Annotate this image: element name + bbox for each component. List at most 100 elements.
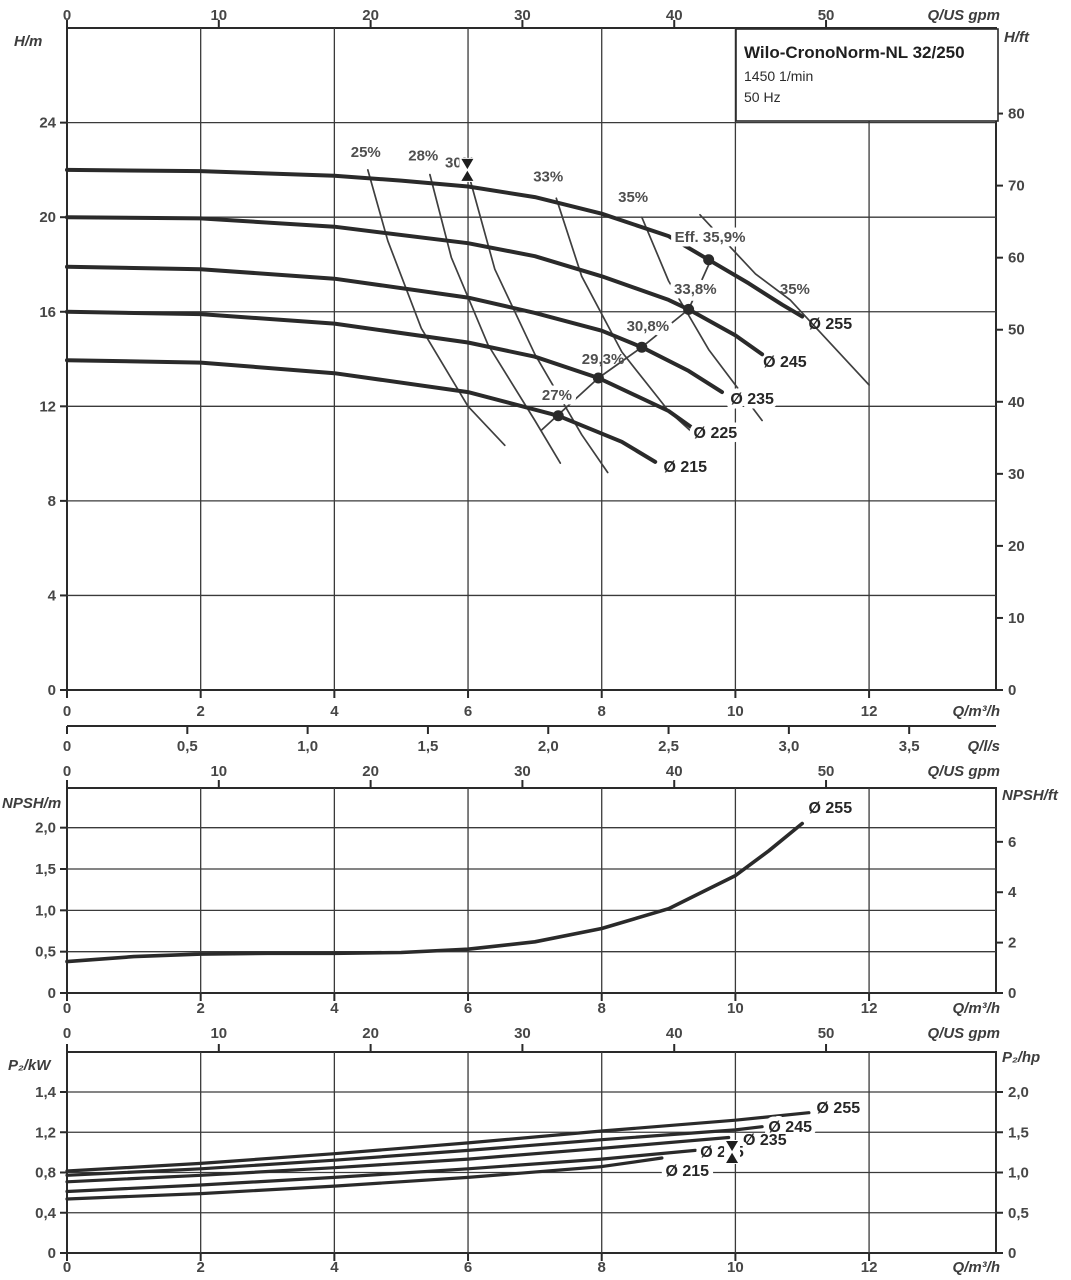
head-ft-tick-label: 30: [1008, 466, 1025, 483]
ls-tick-label: 0,5: [177, 738, 198, 755]
head-ft-tick-label: 40: [1008, 394, 1025, 411]
p2-kw-tick-label: 1,2: [35, 1124, 56, 1141]
efficiency-line: [366, 169, 506, 447]
duty-marker-box: [459, 157, 476, 182]
npsh-m-tick-label: 1,0: [35, 902, 56, 919]
p2-hp-tick-label: 1,5: [1008, 1124, 1029, 1141]
ls-tick-label: 1,5: [418, 738, 439, 755]
head-m-tick-label: 0: [48, 682, 56, 699]
best-efficiency-point: [703, 254, 715, 266]
efficiency-line: [640, 216, 763, 422]
bep-efficiency-label: 27%: [542, 387, 572, 404]
pump-frequency-label: 50 Hz: [744, 89, 781, 105]
head-ft-tick-label: 0: [1008, 682, 1016, 699]
best-efficiency-point: [552, 410, 564, 422]
duty-marker-box: [724, 1139, 741, 1164]
m3h-tick-label: 4: [330, 1259, 339, 1276]
impeller-diameter-label: Ø 225: [694, 425, 738, 442]
efficiency-line: [429, 173, 562, 464]
duty-marker-hourglass-icon: [461, 158, 474, 181]
gpm-tick-label: 0: [63, 763, 71, 780]
gpm-tick-label: 20: [362, 1025, 379, 1042]
gpm-tick-label: 50: [818, 763, 835, 780]
m3h-tick-label: 8: [598, 703, 606, 720]
duty-marker-hourglass-icon: [726, 1140, 739, 1163]
m3h-tick-label: 0: [63, 1259, 71, 1276]
duty-point-marker-power: [724, 1139, 741, 1164]
m3h-tick-label: 2: [197, 1259, 205, 1276]
m3h-tick-label: 6: [464, 1259, 472, 1276]
m3h-tick-label: 10: [727, 1000, 744, 1017]
bep-efficiency-label: Eff. 35,9%: [675, 229, 746, 246]
m3h-tick-label: 6: [464, 703, 472, 720]
gpm-tick-label: 40: [666, 7, 683, 24]
head-ft-tick-label: 10: [1008, 610, 1025, 627]
p2-curve: [65, 1111, 811, 1173]
p2-hp-tick-label: 0: [1008, 1245, 1016, 1262]
duty-point-marker-head: [459, 157, 476, 182]
m3h-tick-label: 12: [861, 1000, 878, 1017]
efficiency-percent-label: 33%: [533, 169, 563, 186]
m3h-tick-label: 4: [330, 703, 339, 720]
gpm-tick-label: 50: [818, 1025, 835, 1042]
bep-efficiency-label: 30,8%: [627, 318, 670, 335]
gpm-tick-label: 20: [362, 7, 379, 24]
head-ft-tick-label: 50: [1008, 322, 1025, 339]
m3h-unit-label: Q/m³/h: [953, 1000, 1001, 1017]
p2-curve: [65, 1125, 764, 1177]
npsh-m-unit-label: NPSH/m: [2, 795, 61, 812]
efficiency-line: [699, 213, 870, 386]
impeller-diameter-label: Ø 235: [730, 391, 774, 408]
plot-frame: [66, 27, 997, 691]
m3h-tick-label: 6: [464, 1000, 472, 1017]
head-m-tick-label: 4: [48, 587, 57, 604]
p2-curve: [65, 1148, 697, 1194]
gpm-tick-label: 50: [818, 7, 835, 24]
ls-tick-label: 0: [63, 738, 71, 755]
npsh-m-tick-label: 2,0: [35, 820, 56, 837]
m3h-unit-label: Q/m³/h: [953, 703, 1001, 720]
gpm-tick-label: 40: [666, 1025, 683, 1042]
p2-curve: [65, 1156, 664, 1201]
ls-tick-label: 3,0: [778, 738, 799, 755]
m3h-tick-label: 4: [330, 1000, 339, 1017]
gpm-tick-label: 20: [362, 763, 379, 780]
head-curve: [65, 215, 765, 357]
bep-efficiency-label: 29,3%: [582, 351, 625, 368]
head-m-tick-label: 16: [39, 304, 56, 321]
head-curve: [65, 309, 698, 432]
head-ft-unit-label: H/ft: [1004, 29, 1030, 46]
title-box: Wilo-CronoNorm-NL 32/250 1450 1/min 50 H…: [735, 28, 999, 122]
gpm-unit-label: Q/US gpm: [927, 7, 1000, 24]
head-curve: [65, 264, 724, 395]
npsh-ft-tick-label: 0: [1008, 985, 1016, 1002]
m3h-tick-label: 8: [598, 1000, 606, 1017]
m3h-unit-label: Q/m³/h: [953, 1259, 1001, 1276]
head-m-tick-label: 24: [39, 115, 56, 132]
p2-kw-tick-label: 0,4: [35, 1205, 57, 1222]
impeller-diameter-label: Ø 255: [809, 316, 853, 333]
impeller-diameter-label: Ø 235: [743, 1132, 787, 1149]
ls-tick-label: 2,5: [658, 738, 679, 755]
head-curve: [65, 358, 658, 464]
p2-hp-tick-label: 2,0: [1008, 1084, 1029, 1101]
m3h-tick-label: 8: [598, 1259, 606, 1276]
p2-hp-tick-label: 0,5: [1008, 1205, 1029, 1222]
gpm-tick-label: 10: [210, 7, 227, 24]
plot-frame: [66, 787, 997, 994]
npsh-ft-tick-label: 6: [1008, 834, 1016, 851]
p2-kw-unit-label: P₂/kW: [8, 1057, 52, 1074]
p2-hp-unit-label: P₂/hp: [1002, 1049, 1040, 1066]
gpm-unit-label: Q/US gpm: [927, 763, 1000, 780]
gpm-unit-label: Q/US gpm: [927, 1025, 1000, 1042]
efficiency-percent-label: 25%: [351, 144, 381, 161]
efficiency-percent-label: 35%: [618, 189, 648, 206]
head-ft-tick-label: 60: [1008, 250, 1025, 267]
m3h-tick-label: 0: [63, 1000, 71, 1017]
impeller-diameter-label: Ø 255: [817, 1100, 861, 1117]
npsh-m-tick-label: 0,5: [35, 944, 56, 961]
m3h-tick-label: 12: [861, 703, 878, 720]
impeller-diameter-label: Ø 215: [663, 459, 707, 476]
